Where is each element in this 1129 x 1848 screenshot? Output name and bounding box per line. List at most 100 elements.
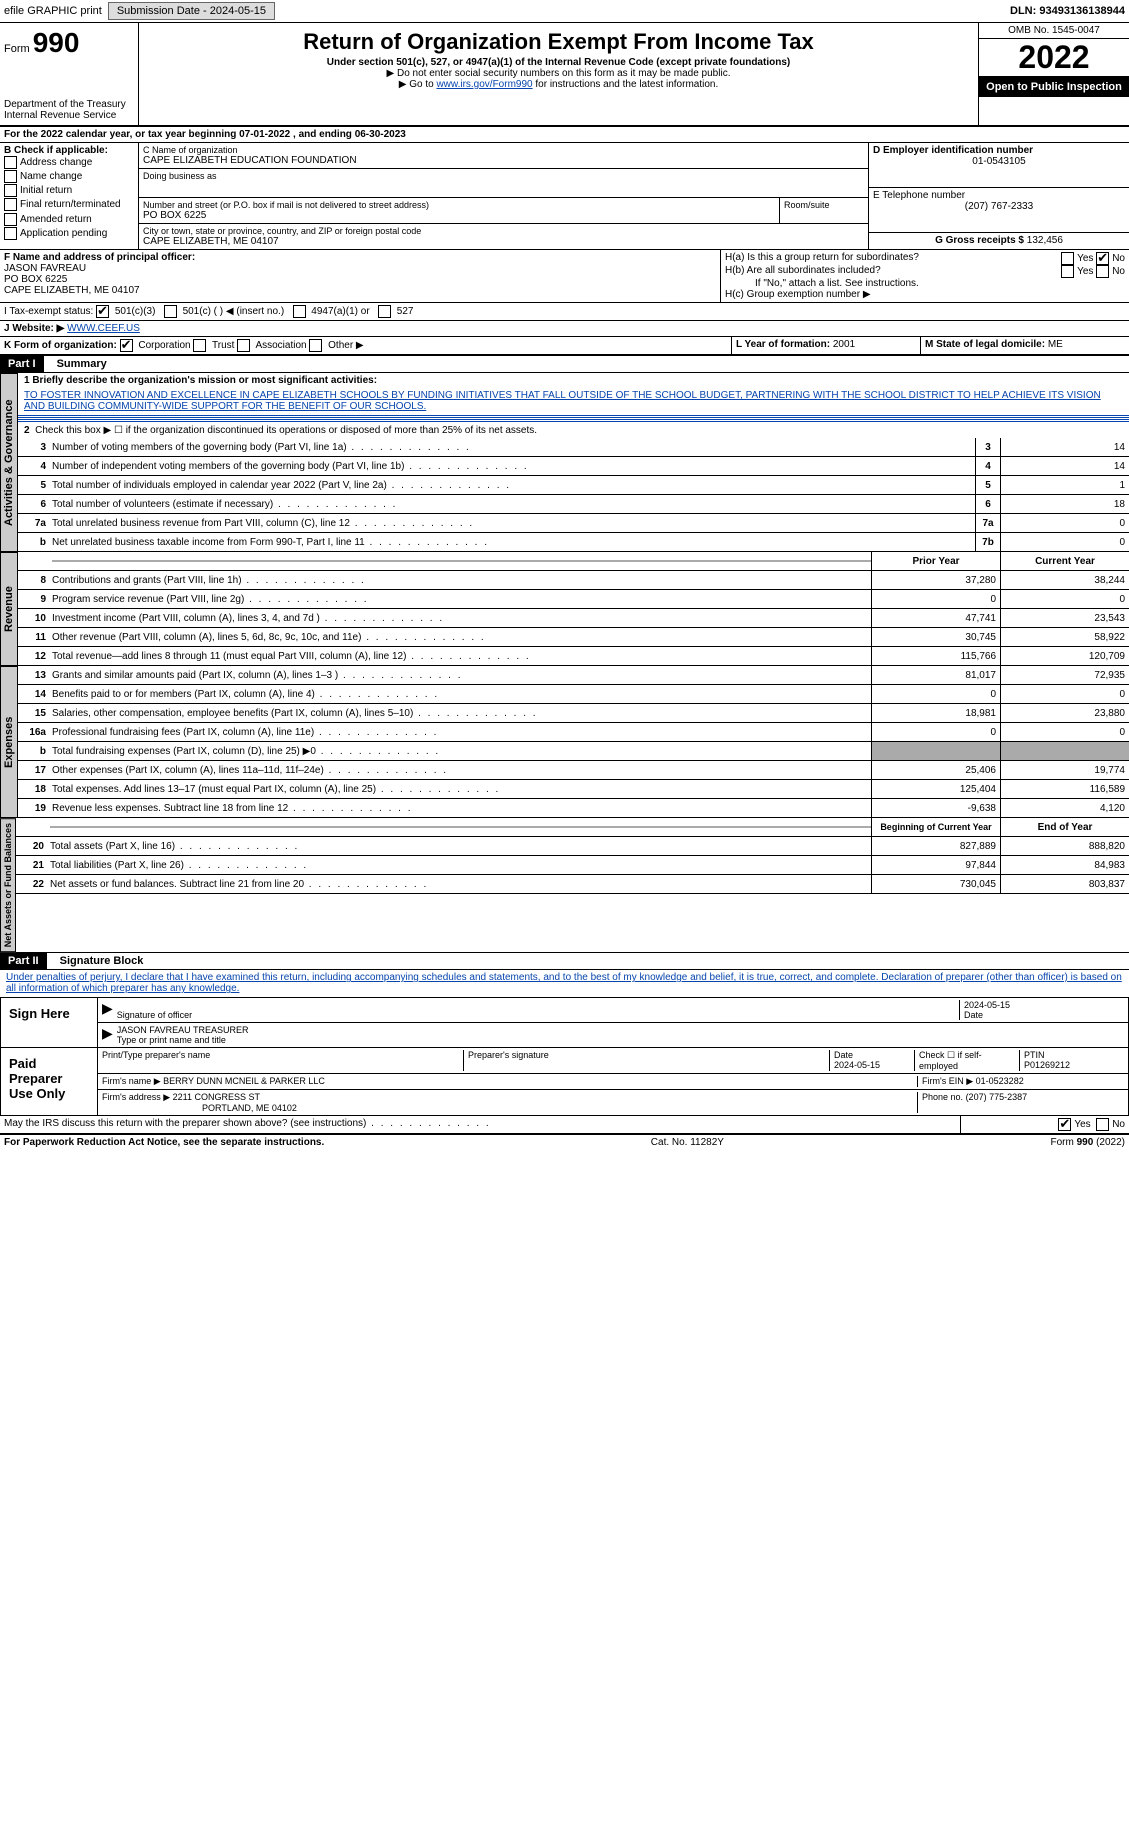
chk-name[interactable]: Name change [4,170,134,184]
line-a-text: For the 2022 calendar year, or tax year … [4,129,406,140]
pp-self-employed[interactable]: Check ☐ if self-employed [915,1050,1020,1071]
c-name-label: C Name of organization [143,145,864,155]
section-i: I Tax-exempt status: 501(c)(3) 501(c) ( … [0,303,1129,320]
room-label: Room/suite [780,198,868,223]
data-line: 9Program service revenue (Part VIII, lin… [18,590,1129,609]
tab-governance: Activities & Governance [0,373,18,552]
officer-addr1: PO BOX 6225 [4,274,67,285]
expenses-block: Expenses 13Grants and similar amounts pa… [0,666,1129,818]
pp-date: 2024-05-15 [834,1060,880,1070]
line-a: For the 2022 calendar year, or tax year … [0,127,1129,143]
part1-header: Part I Summary [0,355,1129,373]
data-line: 13Grants and similar amounts paid (Part … [18,666,1129,685]
ha-yes[interactable] [1061,252,1074,265]
i-row: I Tax-exempt status: 501(c)(3) 501(c) ( … [0,303,1129,321]
hb-no[interactable] [1096,265,1109,278]
chk-trust[interactable] [193,339,206,352]
th-curr: Current Year [1000,552,1129,570]
chk-address[interactable]: Address change [4,156,134,170]
chk-527[interactable] [378,305,391,318]
g-label: G Gross receipts $ [935,235,1024,246]
gov-line: bNet unrelated business taxable income f… [18,533,1129,552]
tax-year: 2022 [979,39,1129,77]
mission-text[interactable]: TO FOSTER INNOVATION AND EXCELLENCE IN C… [18,388,1129,414]
section-k: K Form of organization: Corporation Trus… [0,337,732,354]
chk-final[interactable]: Final return/terminated [4,198,134,212]
part1-title: Summary [47,358,107,370]
header-left: Form 990 Department of the Treasury Inte… [0,23,139,125]
th-prior: Prior Year [871,552,1000,570]
data-line: 10Investment income (Part VIII, column (… [18,609,1129,628]
line2-text: 2 Check this box ▶ ☐ if the organization… [18,423,1129,438]
j-label: J Website: ▶ [4,323,64,334]
form-header: Form 990 Department of the Treasury Inte… [0,23,1129,127]
b-label: B Check if applicable: [4,145,108,156]
open-inspection: Open to Public Inspection [979,77,1129,97]
firm-city: PORTLAND, ME 04102 [102,1103,297,1113]
header-middle: Return of Organization Exempt From Incom… [139,23,978,125]
data-line: 8Contributions and grants (Part VIII, li… [18,571,1129,590]
form-title: Return of Organization Exempt From Incom… [143,29,974,55]
data-line: 11Other revenue (Part VIII, column (A), … [18,628,1129,647]
chk-other[interactable] [309,339,322,352]
firm-phone: (207) 775-2387 [966,1092,1028,1102]
paid-preparer-label: Paid Preparer Use Only [1,1048,98,1115]
chk-501c3[interactable] [96,305,109,318]
chk-4947[interactable] [293,305,306,318]
form-number: Form 990 [4,27,134,59]
section-b: B Check if applicable: Address change Na… [0,143,139,249]
netassets-block: Net Assets or Fund Balances Beginning of… [0,818,1129,952]
net-header: Beginning of Current Year End of Year [16,818,1129,837]
form-subtitle: Under section 501(c), 527, or 4947(a)(1)… [143,57,974,68]
chk-501c[interactable] [164,305,177,318]
irs-link[interactable]: www.irs.gov/Form990 [436,79,532,90]
tab-revenue: Revenue [0,552,18,666]
revenue-block: Revenue Prior Year Current Year 8Contrib… [0,552,1129,666]
topbar: efile GRAPHIC print Submission Date - 20… [0,0,1129,23]
data-line: 21Total liabilities (Part X, line 26)97,… [16,856,1129,875]
chk-amended[interactable]: Amended return [4,213,134,227]
data-line: 20Total assets (Part X, line 16)827,8898… [16,837,1129,856]
submission-date-button[interactable]: Submission Date - 2024-05-15 [108,2,275,20]
form-note1: ▶ Do not enter social security numbers o… [143,68,974,79]
mayirs-no[interactable] [1096,1118,1109,1131]
data-line: 18Total expenses. Add lines 13–17 (must … [18,780,1129,799]
activities-governance: Activities & Governance 1 Briefly descri… [0,373,1129,552]
data-line: bTotal fundraising expenses (Part IX, co… [18,742,1129,761]
tab-netassets: Net Assets or Fund Balances [0,818,16,952]
section-l: L Year of formation: 2001 [732,337,921,354]
part2-header: Part II Signature Block [0,952,1129,970]
data-line: 12Total revenue—add lines 8 through 11 (… [18,647,1129,666]
name-title-label: Type or print name and title [117,1035,226,1045]
sig-date-label: Date [964,1010,983,1020]
mayirs-yes[interactable] [1058,1118,1071,1131]
dba-label: Doing business as [143,171,864,181]
dln-label: DLN: 93493136138944 [1010,5,1125,17]
chk-corp[interactable] [120,339,133,352]
data-line: 19Revenue less expenses. Subtract line 1… [18,799,1129,818]
hb-yes[interactable] [1061,265,1074,278]
dept-label: Department of the Treasury [4,99,134,110]
pp-sig-label: Preparer's signature [468,1050,549,1060]
chk-pending[interactable]: Application pending [4,227,134,241]
chk-initial[interactable]: Initial return [4,184,134,198]
th-eoy: End of Year [1000,818,1129,836]
data-line: 16aProfessional fundraising fees (Part I… [18,723,1129,742]
hb-note: If "No," attach a list. See instructions… [725,278,1125,289]
d-label: D Employer identification number [873,145,1033,156]
hc-label: H(c) Group exemption number ▶ [725,289,1125,300]
f-h-row: F Name and address of principal officer:… [0,250,1129,303]
section-c: C Name of organization CAPE ELIZABETH ED… [139,143,869,249]
perjury-text: Under penalties of perjury, I declare th… [0,970,1129,996]
page-footer: For Paperwork Reduction Act Notice, see … [0,1134,1129,1150]
ha-label: H(a) Is this a group return for subordin… [725,252,919,265]
e-label: E Telephone number [873,190,965,201]
tab-expenses: Expenses [0,666,18,818]
chk-assoc[interactable] [237,339,250,352]
part1-badge: Part I [0,356,44,372]
ptin-value: P01269212 [1024,1060,1070,1070]
website-link[interactable]: WWW.CEEF.US [67,323,140,334]
data-line: 22Net assets or fund balances. Subtract … [16,875,1129,894]
ha-no[interactable] [1096,252,1109,265]
phone-value: (207) 767-2333 [873,201,1125,212]
